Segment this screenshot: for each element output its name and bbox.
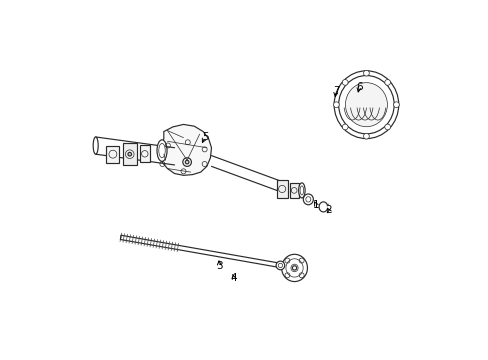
Text: 6: 6 (355, 82, 362, 92)
Circle shape (333, 102, 339, 108)
Text: 3: 3 (216, 261, 222, 271)
Circle shape (363, 133, 368, 139)
Circle shape (384, 80, 390, 85)
Ellipse shape (345, 83, 386, 127)
Ellipse shape (298, 183, 305, 198)
Polygon shape (106, 145, 119, 163)
Text: 5: 5 (202, 132, 208, 142)
Polygon shape (140, 145, 149, 162)
Ellipse shape (333, 71, 398, 139)
Text: 7: 7 (332, 86, 339, 96)
Circle shape (342, 80, 347, 85)
Text: 2: 2 (325, 206, 331, 216)
Circle shape (342, 124, 347, 130)
Circle shape (276, 261, 284, 270)
Text: 4: 4 (230, 273, 237, 283)
Circle shape (128, 152, 131, 156)
Circle shape (393, 102, 399, 108)
Polygon shape (160, 125, 211, 175)
Circle shape (185, 160, 188, 164)
Polygon shape (122, 143, 137, 165)
Polygon shape (276, 180, 287, 198)
Circle shape (384, 124, 390, 130)
Ellipse shape (93, 137, 98, 154)
Text: 1: 1 (312, 200, 319, 210)
Polygon shape (289, 183, 298, 198)
Circle shape (363, 70, 368, 76)
Ellipse shape (157, 140, 167, 161)
Ellipse shape (281, 254, 307, 282)
Ellipse shape (303, 194, 313, 205)
